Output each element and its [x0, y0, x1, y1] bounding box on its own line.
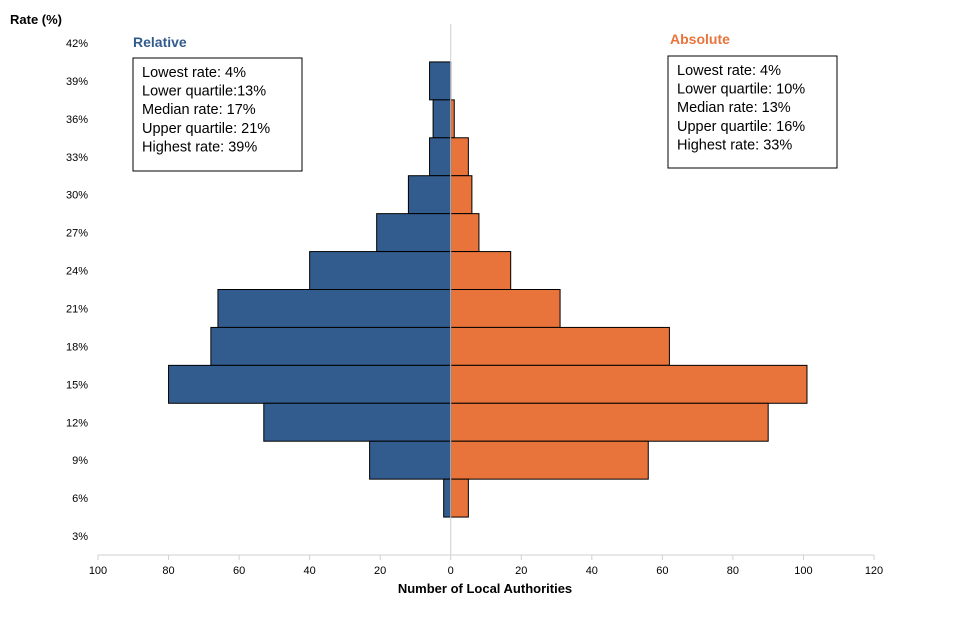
absolute-stats-box — [667, 55, 838, 169]
relative-bar — [429, 61, 452, 101]
absolute-bar — [450, 175, 473, 215]
absolute-bar — [450, 440, 649, 480]
x-tick-label: 40 — [304, 565, 316, 577]
relative-bar — [210, 326, 452, 366]
relative-stat-line: Highest rate: 39% — [142, 139, 257, 155]
absolute-stats-group: Lowest rate: 4% Lower quartile: 10% Median… — [677, 63, 805, 153]
relative-bar — [443, 478, 452, 518]
absolute-bar — [450, 251, 512, 290]
x-tick-label: 0 — [448, 565, 454, 577]
x-tick-label: 120 — [865, 565, 883, 577]
absolute-bar — [450, 137, 469, 177]
absolute-bar — [450, 402, 769, 442]
x-tick-label: 60 — [233, 565, 245, 577]
absolute-bar — [450, 364, 808, 404]
y-tick-label: 15% — [66, 379, 88, 391]
absolute-stat-line: Median rate: 13% — [677, 100, 791, 116]
y-tick-label: 21% — [66, 303, 88, 315]
absolute-stat-line: Upper quartile: 16% — [677, 119, 805, 135]
absolute-bar — [450, 213, 480, 253]
relative-stat-line: Upper quartile: 21% — [142, 121, 270, 137]
relative-bar — [432, 99, 452, 139]
relative-stat-line: Lower quartile:13% — [142, 84, 266, 100]
relative-bar — [168, 364, 452, 404]
absolute-stat-line: Lowest rate: 4% — [677, 63, 781, 79]
y-tick-label: 39% — [66, 76, 88, 88]
y-tick-label: 24% — [66, 266, 88, 278]
x-tick-label: 20 — [374, 565, 386, 577]
y-tick-label: 30% — [66, 190, 88, 202]
absolute-bar — [450, 326, 670, 366]
bars-group — [168, 61, 808, 518]
y-tick-label: 6% — [72, 493, 88, 505]
relative-stat-line: Median rate: 17% — [142, 102, 256, 118]
x-ticks-group: 100 80 60 40 20 0 20 40 60 80 100 120 — [89, 555, 883, 577]
absolute-stat-line: Highest rate: 33% — [677, 137, 792, 153]
y-tick-label: 9% — [72, 455, 88, 467]
absolute-bar — [450, 289, 561, 328]
relative-bar — [263, 402, 452, 442]
relative-bar — [429, 137, 452, 177]
y-tick-label: 33% — [66, 152, 88, 164]
relative-bar — [309, 251, 452, 290]
y-ticks-group: 42% 39% 36% 33% 30% 27% 24% 21% 18% 15% 12% 9% 6% 3% — [66, 38, 88, 543]
y-tick-label: 12% — [66, 417, 88, 429]
x-axis-title: Number of Local Authorities — [398, 581, 572, 596]
relative-series-title: Relative — [133, 34, 187, 50]
y-axis-title: Rate (%) — [10, 12, 62, 27]
x-tick-label: 80 — [162, 565, 174, 577]
relative-stats-group: Lowest rate: 4% Lower quartile:13% Median … — [142, 65, 270, 155]
y-tick-label: 3% — [72, 531, 88, 543]
relative-bar — [376, 213, 452, 253]
relative-stat-line: Lowest rate: 4% — [142, 65, 246, 81]
x-tick-label: 40 — [586, 565, 598, 577]
absolute-bar — [450, 99, 455, 139]
x-tick-label: 60 — [656, 565, 668, 577]
x-tick-label: 100 — [89, 565, 107, 577]
y-tick-label: 42% — [66, 38, 88, 50]
absolute-bar — [450, 478, 469, 518]
x-tick-label: 80 — [727, 565, 739, 577]
relative-stats-box — [132, 57, 303, 172]
absolute-stat-line: Lower quartile: 10% — [677, 82, 805, 98]
relative-bar — [407, 175, 452, 215]
y-tick-label: 27% — [66, 228, 88, 240]
y-tick-label: 36% — [66, 114, 88, 126]
absolute-series-title: Absolute — [670, 31, 730, 47]
relative-bar — [369, 440, 452, 480]
x-tick-label: 100 — [794, 565, 812, 577]
relative-bar — [217, 289, 452, 328]
x-tick-label: 20 — [515, 565, 527, 577]
y-tick-label: 18% — [66, 341, 88, 353]
